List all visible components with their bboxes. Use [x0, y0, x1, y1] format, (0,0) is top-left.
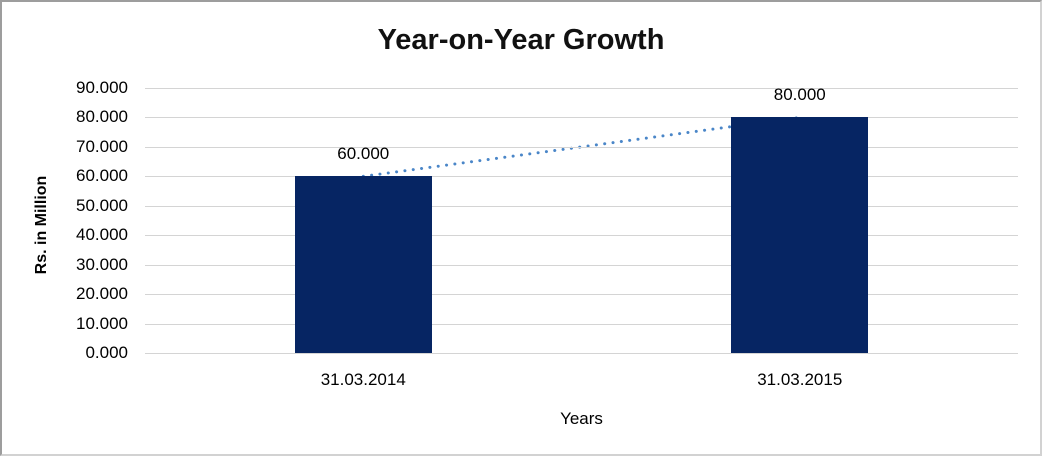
y-tick-label: 40.000: [76, 225, 128, 245]
bar: [731, 117, 869, 353]
gridline: [145, 117, 1018, 119]
x-tick-label: 31.03.2014: [320, 370, 406, 389]
y-tick-label: 0.000: [85, 343, 128, 362]
gridline: [145, 323, 1018, 325]
x-tick-label: 31.03.2015: [757, 370, 843, 389]
gridline: [145, 146, 1018, 148]
bar: [294, 176, 432, 353]
y-tick-label: 90.000: [76, 78, 128, 97]
gridline: [145, 353, 1018, 354]
x-axis-title: Years: [560, 409, 603, 428]
y-tick-label: 70.000: [76, 136, 128, 156]
y-tick-label: 30.000: [76, 254, 128, 274]
y-tick-label: 20.000: [76, 284, 128, 304]
gridline: [145, 88, 1018, 89]
y-tick-label: 80.000: [76, 107, 128, 127]
gridline: [145, 294, 1018, 296]
bar-data-label: 80.000: [773, 85, 826, 105]
gridline: [145, 205, 1018, 207]
y-tick-label: 60.000: [76, 166, 128, 186]
bar-data-label: 60.000: [337, 144, 390, 164]
gridline: [145, 235, 1018, 237]
y-tick-label: 10.000: [76, 313, 128, 333]
y-tick-label: 50.000: [76, 195, 128, 215]
gridline: [145, 264, 1018, 266]
chart-title: Year-on-Year Growth: [377, 24, 665, 56]
gridline: [145, 176, 1018, 178]
